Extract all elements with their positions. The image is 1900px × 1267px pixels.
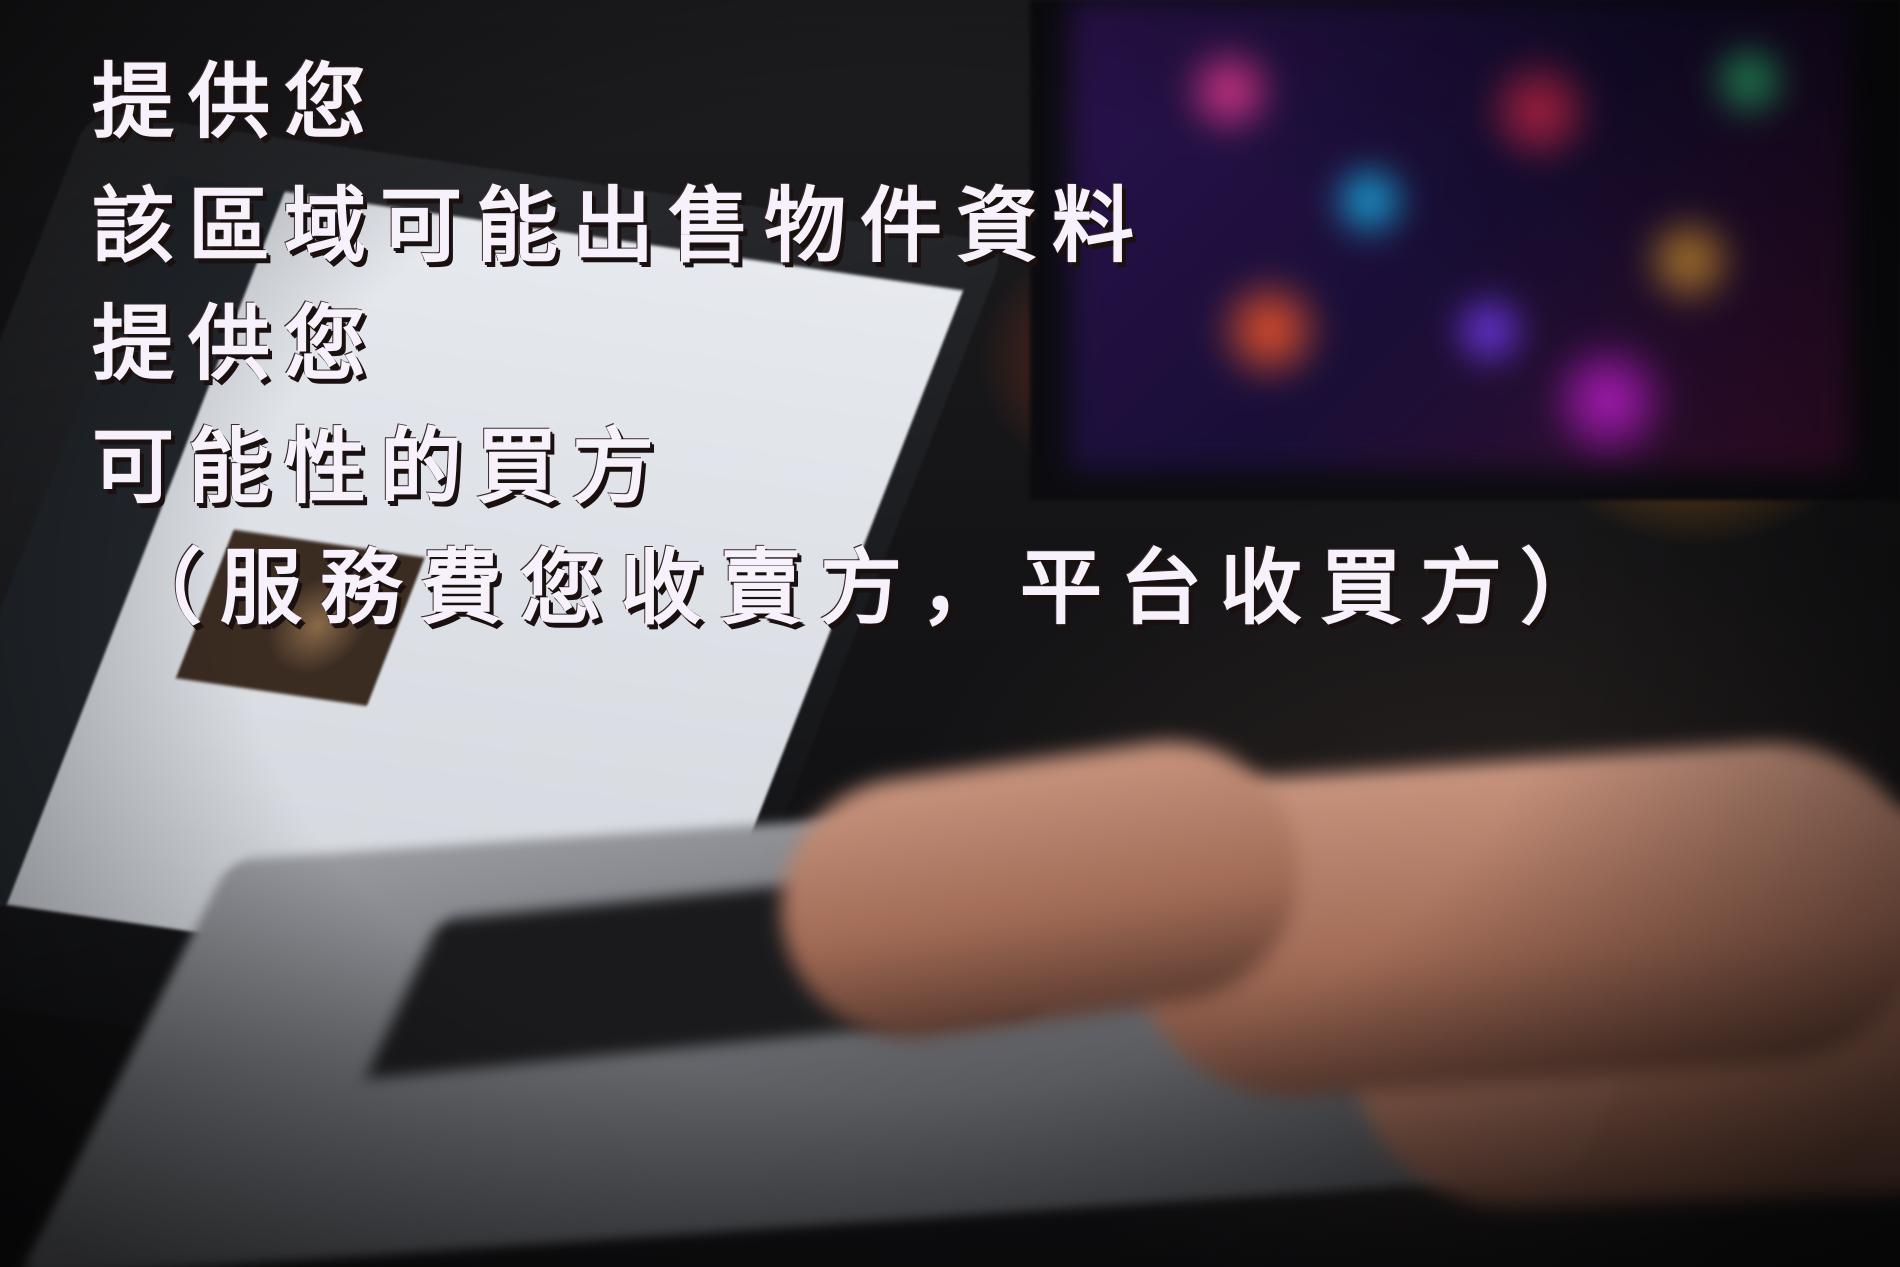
caption-line-2: 該區域可能出售物件資料 <box>92 179 1149 274</box>
caption-line-3: 提供您 <box>92 297 381 392</box>
caption-line-4: 可能性的買方 <box>92 420 669 515</box>
caption-line-1: 提供您 <box>92 55 381 150</box>
caption-line-5: （服務費您收賣方，平台收買方） <box>120 541 1621 636</box>
